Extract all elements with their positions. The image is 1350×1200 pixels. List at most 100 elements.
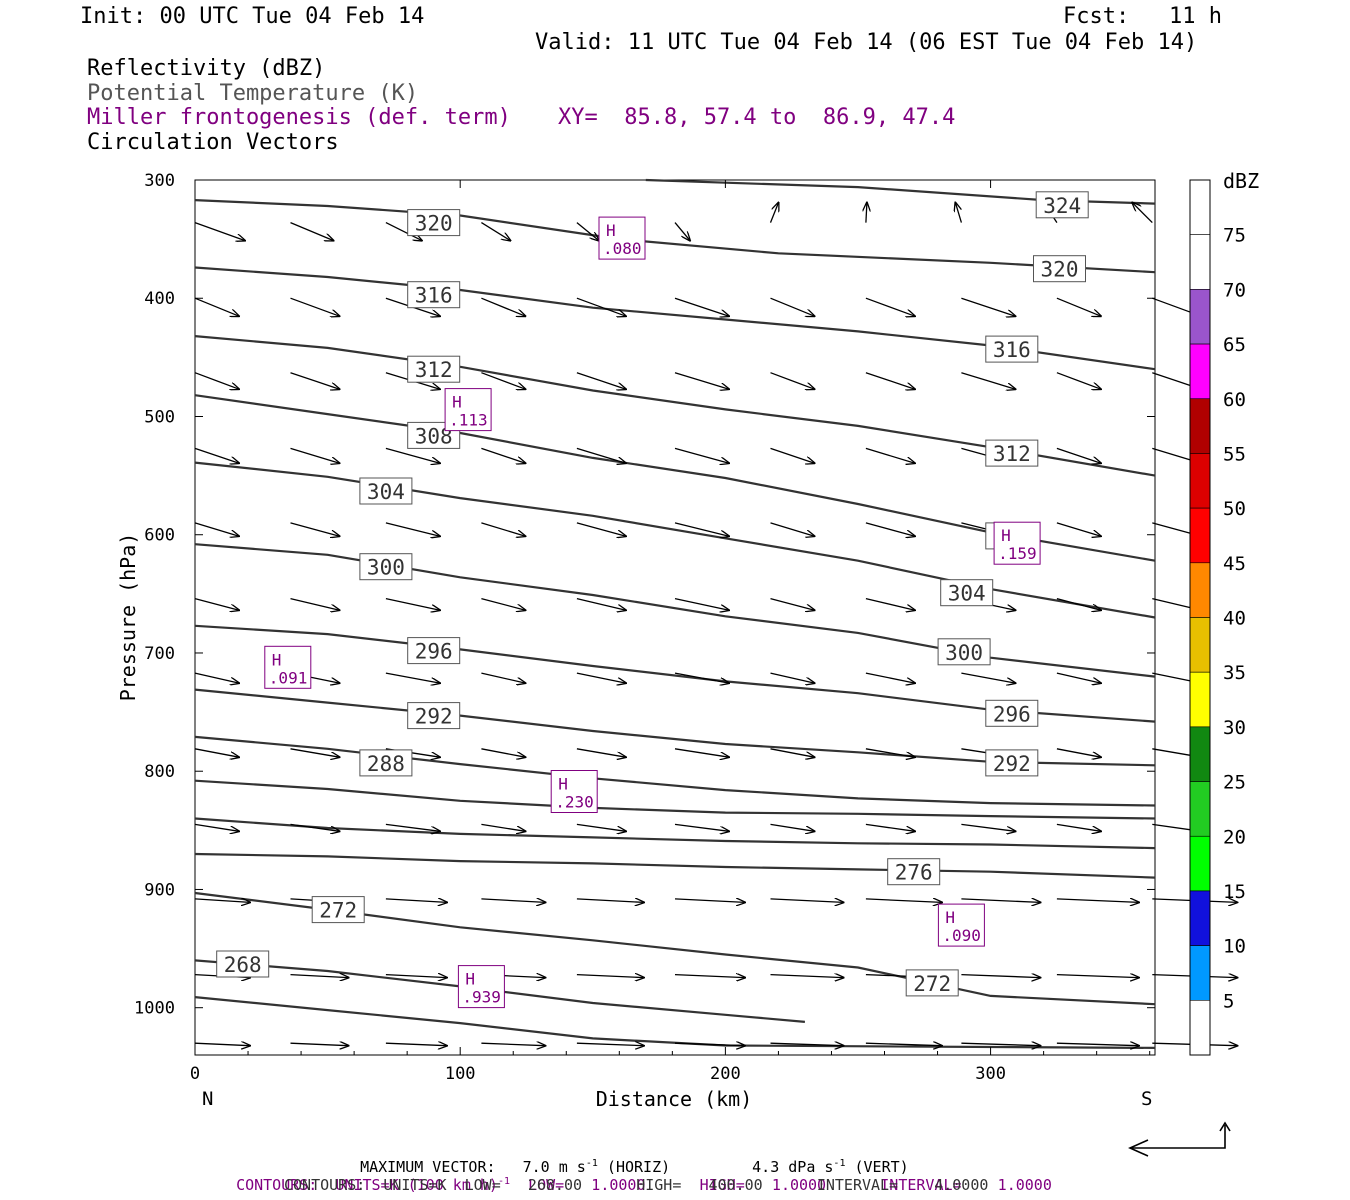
contour-label-box <box>985 699 1039 727</box>
colorbar-segment <box>1189 835 1211 892</box>
circulation-vector <box>674 975 745 978</box>
circulation-vector <box>576 748 626 757</box>
circulation-vector <box>290 823 340 831</box>
circulation-vector <box>290 1043 349 1046</box>
circulation-vector <box>385 975 447 978</box>
circulation-vector <box>385 447 440 463</box>
fg-contour-exp: -1 <box>497 1176 511 1187</box>
colorbar-tick-label: 20 <box>1223 826 1246 848</box>
x-tick-label: 0 <box>190 1064 200 1084</box>
field-label-frontogenesis: Miller frontogenesis (def. term) <box>87 105 511 130</box>
max-horiz-value: MAXIMUM VECTOR: 7.0 m s <box>360 1158 586 1176</box>
circulation-vector <box>674 823 729 831</box>
plot-frame <box>194 179 1156 1056</box>
max-vert-exp: -1 <box>833 1158 846 1169</box>
circulation-vector <box>961 372 1015 390</box>
circulation-vector <box>481 522 525 536</box>
fg-contour-range: LOW= 1.0000 HIGH= 1.0000 INTERVAL= 1.000… <box>510 1176 1052 1194</box>
theta-contour-280 <box>194 817 1156 850</box>
circulation-vector <box>481 748 525 757</box>
valid-time-label: Valid: 11 UTC Tue 04 Feb 14 (06 EST Tue … <box>535 30 1198 55</box>
frontogenesis-max-box <box>264 645 312 689</box>
y-tick-label: 600 <box>144 526 175 546</box>
contour-label: 268 <box>224 953 262 977</box>
circulation-vector <box>385 899 447 903</box>
circulation-vector <box>290 447 340 463</box>
y-axis-title: Pressure (hPa) <box>116 533 140 702</box>
contour-label-box <box>407 702 461 730</box>
contour-label-box <box>359 477 413 505</box>
circulation-vector <box>290 372 340 390</box>
contour-label: 312 <box>415 358 453 382</box>
frontogenesis-max-box <box>550 770 598 813</box>
circulation-vector <box>865 372 915 390</box>
colorbar-tick-label: 60 <box>1223 389 1246 411</box>
contour-label: 300 <box>367 556 405 580</box>
frontogenesis-max-box <box>598 216 646 260</box>
colorbar-tick-label: 15 <box>1223 881 1246 903</box>
contour-label-box <box>216 950 270 978</box>
field-label-reflectivity: Reflectivity (dBZ) <box>87 56 326 81</box>
y-tick-label: 900 <box>144 881 175 901</box>
frontogenesis-max-letter: H <box>465 970 475 989</box>
theta-contour-276 <box>194 852 1156 879</box>
contour-label: 272 <box>319 899 357 923</box>
contour-label-box <box>940 579 994 607</box>
colorbar-segment <box>1189 179 1211 235</box>
contour-label-box <box>407 281 461 309</box>
contour-label-box <box>407 355 461 383</box>
circulation-vector <box>770 823 815 831</box>
circulation-vector <box>481 597 525 611</box>
circulation-vector <box>674 597 729 611</box>
colorbar-tick-label: 70 <box>1223 279 1246 301</box>
circulation-vector <box>770 1043 844 1046</box>
frontogenesis-max-value: .159 <box>998 544 1037 563</box>
north-end-label: N <box>202 1088 213 1110</box>
circulation-vector <box>481 1043 545 1046</box>
circulation-vector <box>770 975 844 978</box>
contour-label-box <box>887 858 941 886</box>
circulation-vector <box>481 372 525 390</box>
contour-label: 304 <box>948 582 986 606</box>
circulation-vector <box>385 222 422 241</box>
circulation-vector <box>1056 899 1139 903</box>
colorbar-frame <box>1189 179 1211 1056</box>
contour-label-box <box>1035 191 1089 219</box>
circulation-vector <box>481 297 525 316</box>
y-tick-label: 300 <box>144 171 175 191</box>
circulation-vector <box>961 1043 1040 1046</box>
theta-contour-296 <box>194 624 1156 723</box>
colorbar-tick-label: 45 <box>1223 553 1246 575</box>
colorbar-segment <box>1189 726 1211 782</box>
circulation-vector <box>865 899 942 903</box>
circulation-vector <box>576 522 626 536</box>
circulation-vector <box>770 748 815 757</box>
y-tick-label: 700 <box>144 644 175 664</box>
circulation-vector <box>1056 522 1101 536</box>
frontogenesis-max-box <box>993 521 1041 565</box>
colorbar-segment <box>1189 289 1211 345</box>
circulation-vector <box>1056 672 1101 683</box>
circulation-vector <box>961 899 1040 903</box>
circulation-vector <box>194 899 250 903</box>
circulation-vector <box>576 447 626 463</box>
circulation-vector <box>290 975 349 978</box>
circulation-vector <box>1056 1043 1139 1046</box>
contour-label: 276 <box>895 861 933 885</box>
colorbar-tick-label: 25 <box>1223 772 1246 794</box>
contour-label: 320 <box>415 212 453 236</box>
frontogenesis-max-value: .090 <box>942 926 981 945</box>
contour-label-box <box>905 969 959 997</box>
circulation-vector <box>576 823 626 831</box>
circulation-vector <box>1056 823 1101 831</box>
circulation-vector <box>194 221 245 241</box>
circulation-vector <box>1056 597 1101 611</box>
circulation-vector <box>770 297 815 316</box>
circulation-vector <box>770 447 815 463</box>
circulation-vector <box>385 522 440 536</box>
circulation-vector <box>481 899 545 903</box>
frontogenesis-max-value: .080 <box>603 239 642 258</box>
frontogenesis-max-box <box>444 388 492 432</box>
circulation-vector <box>955 203 963 223</box>
circulation-vector <box>290 522 340 536</box>
